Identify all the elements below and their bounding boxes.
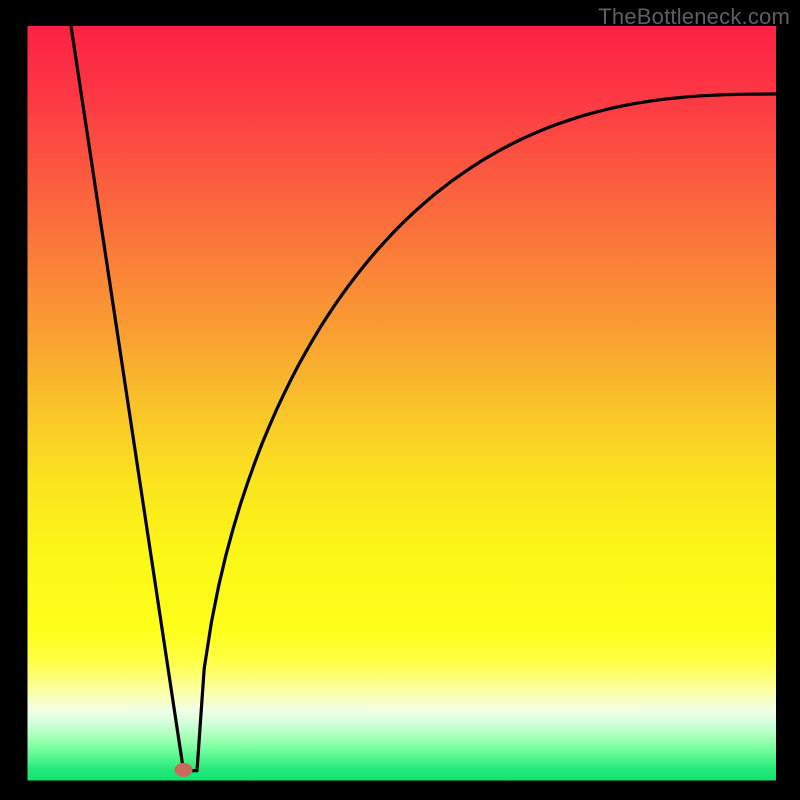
bottleneck-chart (0, 0, 800, 800)
watermark-text: TheBottleneck.com (598, 4, 790, 30)
chart-container: TheBottleneck.com (0, 0, 800, 800)
plot-area-background (26, 26, 776, 782)
optimal-point-marker (175, 763, 193, 777)
